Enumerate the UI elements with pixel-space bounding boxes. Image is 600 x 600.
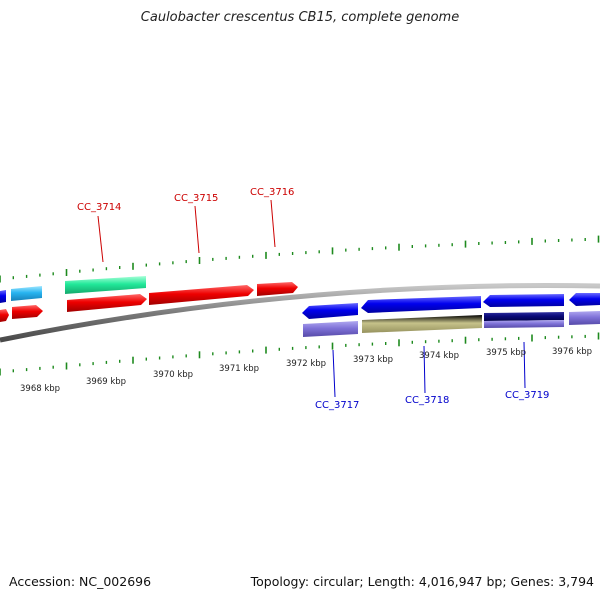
gene-arrow[interactable] (303, 321, 358, 337)
gene-arrow[interactable] (257, 282, 298, 296)
forward-strand-genes (0, 276, 298, 322)
gene-label-cc3718[interactable]: CC_3718 (405, 395, 449, 406)
scale-label: 3974 kbp (419, 351, 459, 361)
gene-label-cc3714[interactable]: CC_3714 (77, 202, 121, 213)
scale-label: 3968 kbp (20, 384, 60, 394)
gene-arrow[interactable] (362, 315, 482, 333)
gene-arrow[interactable] (484, 312, 564, 321)
gene-arrow[interactable] (484, 320, 564, 328)
scale-label: 3972 kbp (286, 359, 326, 369)
gene-label-cc3716[interactable]: CC_3716 (250, 187, 294, 198)
scale-label: 3971 kbp (219, 364, 259, 374)
gene-arrow[interactable] (569, 311, 600, 325)
gene-arrow[interactable] (569, 293, 600, 306)
gene-arrow[interactable] (11, 286, 42, 301)
outer-tick-track (0, 235, 600, 283)
genome-summary-text: Topology: circular; Length: 4,016,947 bp… (250, 574, 594, 589)
gene-arrow[interactable] (149, 285, 254, 305)
gene-arrow[interactable] (361, 296, 481, 313)
scale-label: 3970 kbp (153, 370, 193, 380)
genome-backbone (0, 282, 600, 343)
gene-label-cc3715[interactable]: CC_3715 (174, 193, 218, 204)
scale-label: 3969 kbp (86, 377, 126, 387)
gene-arrow[interactable] (0, 309, 9, 322)
gene-arrow[interactable] (65, 276, 146, 294)
gene-label-cc3719[interactable]: CC_3719 (505, 390, 549, 401)
map-title: Caulobacter crescentus CB15, complete ge… (140, 10, 460, 25)
gene-arrow[interactable] (302, 303, 358, 319)
gene-arrow[interactable] (67, 294, 147, 312)
gene-labels: CC_3714 CC_3715 CC_3716 CC_3717 CC_3718 … (77, 187, 549, 411)
reverse-strand-genes (302, 293, 600, 337)
scale-label: 3976 kbp (552, 347, 592, 357)
gene-arrow[interactable] (0, 290, 6, 303)
gene-label-cc3717[interactable]: CC_3717 (315, 400, 359, 411)
inner-tick-track (0, 332, 600, 376)
scale-label: 3975 kbp (486, 348, 526, 358)
scale-label: 3973 kbp (353, 355, 393, 365)
gene-arrow[interactable] (483, 294, 564, 307)
gene-label-leaders (97, 199, 526, 398)
scale-labels: 3968 kbp 3969 kbp 3970 kbp 3971 kbp 3972… (20, 347, 592, 394)
accession-text: Accession: NC_002696 (9, 574, 152, 589)
gene-arrow[interactable] (12, 305, 43, 319)
